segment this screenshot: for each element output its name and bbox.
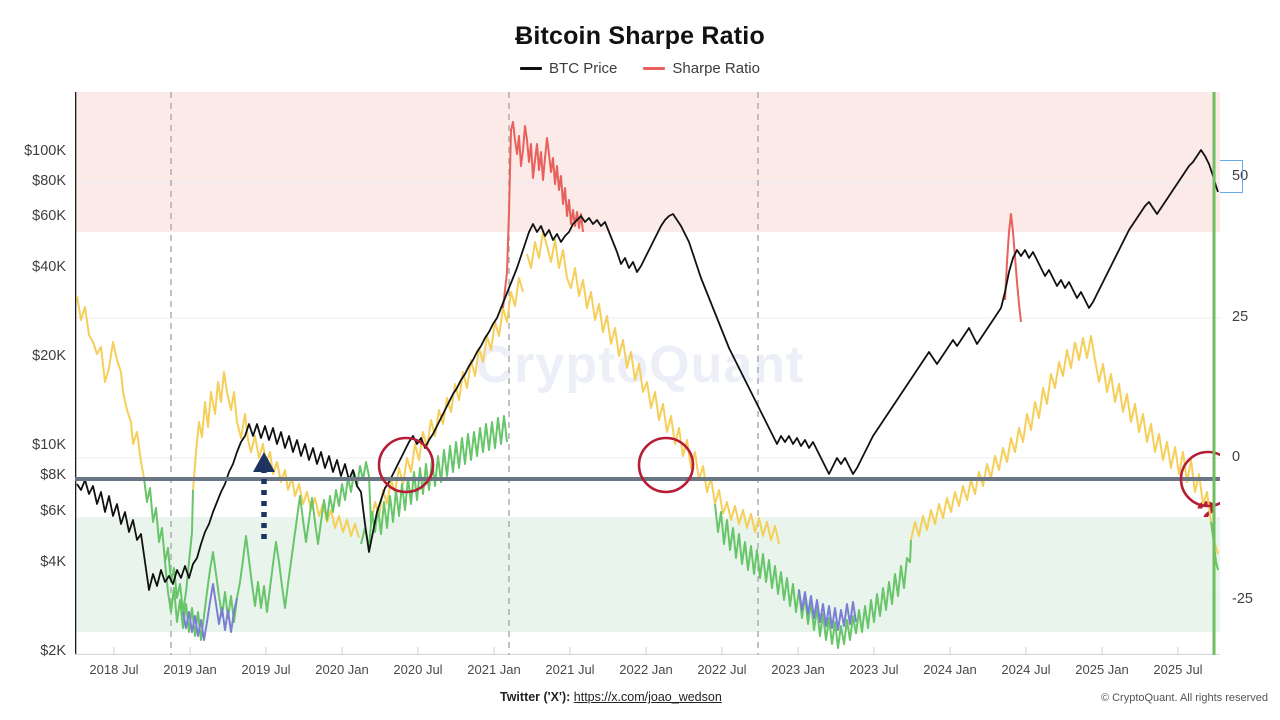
chart-plot-area[interactable] [75,92,1220,655]
x-tick-4: 2020 Jul [393,662,443,677]
legend-swatch-btc-price [520,67,543,70]
legend-item-btc-price[interactable]: BTC Price [520,60,617,77]
page-title: Ƀitcoin Sharpe Ratio [515,22,765,50]
footer-credit-link[interactable]: https://x.com/joao_wedson [573,690,722,704]
band-low-risk [75,517,1220,632]
legend-item-sharpe-ratio[interactable]: Sharpe Ratio [643,60,760,77]
marker-arrow-up [253,452,275,539]
y-right-tick-25: 25 [1232,309,1249,325]
marker-circle-2 [637,436,695,494]
series-btc-price [76,149,1219,591]
y-left-tick-4k: $4K [40,554,66,570]
x-tick-12: 2024 Jul [1001,662,1051,677]
y-left-tick-10k: $10K [32,437,66,453]
x-tick-marks [113,647,1179,655]
series-sharpe-ratio-mid [76,231,1219,555]
series-sharpe-ratio-high [502,121,1022,323]
legend-swatch-sharpe-ratio [643,67,666,70]
footer-credit-prefix: Twitter ('X'): [500,690,571,704]
x-tick-11: 2024 Jan [923,662,977,677]
footer-credit: Twitter ('X'): https://x.com/joao_wedson [500,690,722,704]
x-tick-7: 2022 Jan [619,662,673,677]
y-left-tick-20k: $20K [32,348,66,364]
y-left-tick-60k: $60K [32,208,66,224]
x-tick-14: 2025 Jul [1153,662,1203,677]
x-tick-2: 2019 Jul [241,662,291,677]
x-tick-0: 2018 Jul [89,662,139,677]
legend-label-btc-price: BTC Price [549,60,618,77]
y-right-tick-0: 0 [1232,449,1241,465]
y-right-tick-50: 50 [1232,168,1249,184]
x-tick-13: 2025 Jan [1075,662,1129,677]
y-left-tick-6k: $6K [40,503,66,519]
legend-label-sharpe-ratio: Sharpe Ratio [672,60,760,77]
x-tick-8: 2022 Jul [697,662,747,677]
series-sharpe-ratio-deep [182,583,857,641]
y-right-tick-neg25: -25 [1232,591,1253,607]
chart-legend: BTC Price Sharpe Ratio [0,60,1280,77]
band-high-risk [75,92,1220,232]
y-left-tick-80k: $80K [32,173,66,189]
marker-circle-1 [377,436,435,494]
x-tick-6: 2021 Jul [545,662,595,677]
footer-copyright: © CryptoQuant. All rights reserved [1100,692,1268,704]
marker-circle-3 [1179,450,1220,508]
x-tick-9: 2023 Jan [771,662,825,677]
x-tick-3: 2020 Jan [315,662,369,677]
x-tick-5: 2021 Jan [467,662,521,677]
y-left-tick-40k: $40K [32,259,66,275]
y-left-tick-8k: $8K [40,467,66,483]
x-tick-10: 2023 Jul [849,662,899,677]
x-tick-1: 2019 Jan [163,662,217,677]
y-left-tick-2k: $2K [40,643,66,659]
y-left-tick-100k: $100K [24,143,66,159]
